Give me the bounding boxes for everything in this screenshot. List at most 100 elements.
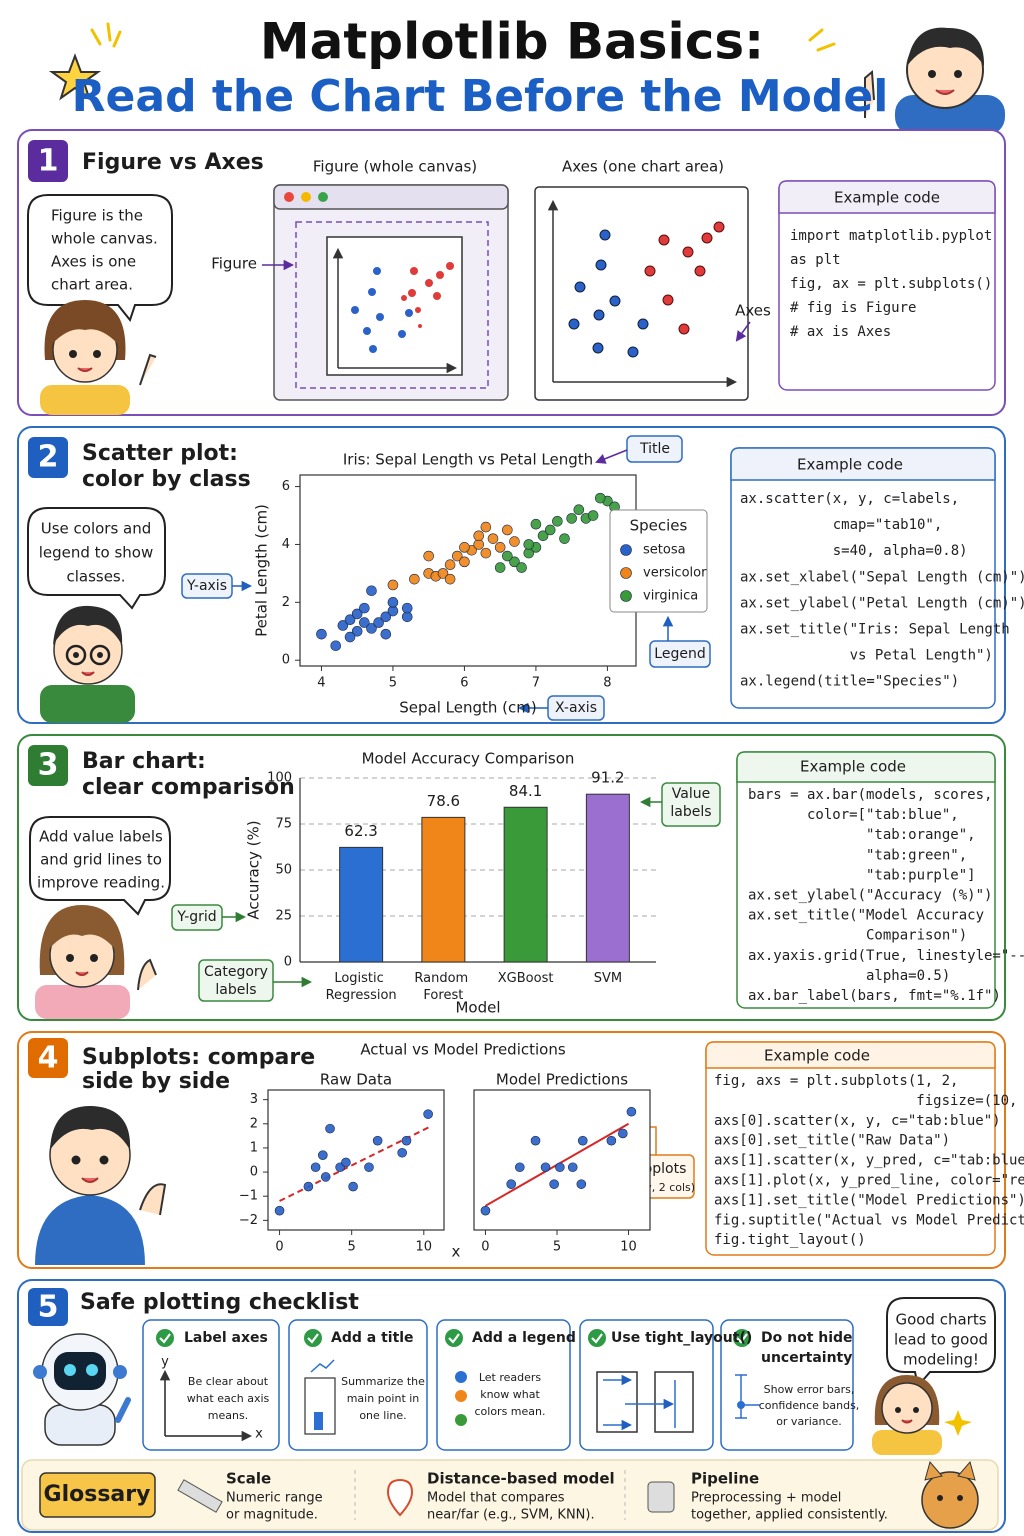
section-heading: Figure vs Axes xyxy=(82,150,264,175)
bubble-text: modeling! xyxy=(903,1351,979,1369)
bubble-text: whole canvas. xyxy=(51,230,158,248)
x-tick-label: 0 xyxy=(481,1240,489,1255)
code-line: fig, ax = plt.subplots() xyxy=(790,276,992,292)
point xyxy=(380,628,392,640)
bar xyxy=(339,846,384,963)
point xyxy=(594,492,606,504)
code-title: Example code xyxy=(800,758,906,776)
y-tick-label: 1 xyxy=(250,1140,258,1155)
point xyxy=(480,547,492,559)
point xyxy=(502,524,513,536)
point xyxy=(509,536,520,547)
section-number: 5 xyxy=(38,1290,59,1325)
code-line: vs Petal Length") xyxy=(740,648,993,664)
point xyxy=(351,625,363,637)
point xyxy=(480,1205,491,1216)
section-heading: Scatter plot: xyxy=(82,441,238,466)
axis-letter: y xyxy=(161,1355,169,1370)
y-tick-label: 0 xyxy=(284,955,292,970)
glossary-term: Pipeline xyxy=(691,1470,759,1488)
point xyxy=(387,597,399,608)
check-icons xyxy=(156,1329,751,1347)
point xyxy=(372,1135,383,1146)
chart-title: Model Predictions xyxy=(496,1071,628,1089)
point xyxy=(325,1123,335,1134)
bubble-text: Good charts xyxy=(895,1311,986,1329)
point xyxy=(473,530,485,542)
value-label: 78.6 xyxy=(427,792,460,810)
point xyxy=(444,559,456,571)
point xyxy=(459,542,470,553)
code-boxes xyxy=(705,180,996,1256)
page-subtitle: Read the Chart Before the Model xyxy=(72,71,889,122)
point xyxy=(537,530,549,542)
section-number: 3 xyxy=(38,748,59,783)
section-number: 4 xyxy=(38,1041,59,1076)
x-tick-label: 4 xyxy=(317,676,325,691)
x-tick-label: 7 xyxy=(532,676,540,691)
y-tick-label: 50 xyxy=(275,863,292,878)
point xyxy=(366,623,377,634)
section-number: 1 xyxy=(38,144,59,179)
legend-swatch xyxy=(620,590,632,602)
point xyxy=(587,510,599,521)
code-line: "tab:green", xyxy=(748,847,967,863)
check-marks xyxy=(159,1333,748,1344)
point xyxy=(618,1128,628,1139)
glossary-term: Scale xyxy=(226,1470,271,1488)
chart-title: Iris: Sepal Length vs Petal Length xyxy=(343,451,593,469)
point xyxy=(373,617,384,628)
code-line: bars = ax.bar(models, scores, xyxy=(748,787,992,803)
cards xyxy=(142,1319,854,1451)
pointer-label: Figure xyxy=(211,255,257,273)
chart-title: Model Accuracy Comparison xyxy=(362,750,575,768)
character xyxy=(40,300,157,415)
card-text: means. xyxy=(208,1409,248,1422)
x-tick-label: Random Forest xyxy=(414,971,472,1003)
point xyxy=(409,573,420,585)
glossary-definition: Numeric range xyxy=(226,1491,323,1506)
point xyxy=(549,1179,559,1189)
point xyxy=(509,556,520,568)
y-tick-label: −1 xyxy=(239,1189,258,1204)
point xyxy=(487,533,499,544)
code-title: Example code xyxy=(797,456,903,474)
bubble-text: improve reading. xyxy=(37,874,165,892)
tag-boxes xyxy=(181,435,711,721)
point xyxy=(573,504,585,516)
x-tick-label: XGBoost xyxy=(498,971,554,986)
point xyxy=(552,516,563,527)
point xyxy=(366,585,377,597)
tag-arrows xyxy=(232,449,674,714)
legend-label: virginica xyxy=(643,589,698,604)
bar xyxy=(503,806,548,963)
point xyxy=(576,1179,587,1189)
axis-letter: x xyxy=(255,1427,263,1442)
point xyxy=(437,568,449,579)
tag-label: labels xyxy=(215,982,256,998)
point xyxy=(540,1162,551,1173)
legend-swatch xyxy=(620,567,632,579)
x-tick-label: Logistic Regression xyxy=(326,971,397,1003)
plot-area xyxy=(473,1089,651,1231)
point xyxy=(341,1157,351,1168)
code-line: # fig is Figure xyxy=(790,300,916,316)
bubble-text: legend to show xyxy=(39,544,154,562)
card-text: Summarize the xyxy=(341,1375,425,1388)
point xyxy=(320,1172,331,1182)
point xyxy=(459,556,470,568)
legend-label: versicolor xyxy=(643,566,707,581)
tag-label: Category xyxy=(204,964,268,980)
point xyxy=(577,1135,588,1146)
point xyxy=(303,1181,314,1192)
bubble-text: classes. xyxy=(66,568,125,586)
point xyxy=(330,640,342,652)
point xyxy=(444,573,456,585)
card-text: or variance. xyxy=(776,1415,842,1428)
legend-title: Species xyxy=(630,517,688,535)
point xyxy=(555,1162,565,1173)
y-tick-label: 4 xyxy=(282,537,290,552)
point xyxy=(423,550,434,562)
glossary-definition: Preprocessing + model xyxy=(691,1491,841,1506)
